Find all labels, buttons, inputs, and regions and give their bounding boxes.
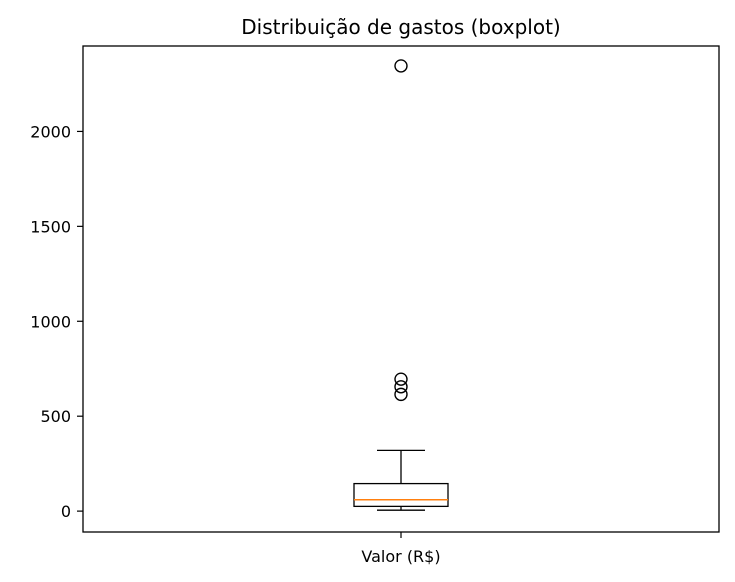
y-tick-label: 0 bbox=[61, 502, 71, 521]
y-tick-label: 1000 bbox=[30, 312, 71, 331]
y-tick-label: 500 bbox=[40, 407, 71, 426]
outlier-point bbox=[394, 59, 408, 73]
y-tick-label: 2000 bbox=[30, 122, 71, 141]
outlier-point bbox=[394, 372, 408, 386]
box-group bbox=[353, 59, 449, 511]
outlier-point bbox=[394, 387, 408, 402]
outlier-point bbox=[394, 380, 408, 394]
y-axis: 0 500 1000 1500 2000 bbox=[30, 122, 83, 521]
chart-title: Distribuição de gastos (boxplot) bbox=[241, 15, 560, 39]
x-tick-label: Valor (R$) bbox=[361, 547, 440, 566]
y-tick-label: 1500 bbox=[30, 217, 71, 236]
iqr-box bbox=[353, 482, 449, 508]
x-axis: Valor (R$) bbox=[361, 532, 441, 566]
